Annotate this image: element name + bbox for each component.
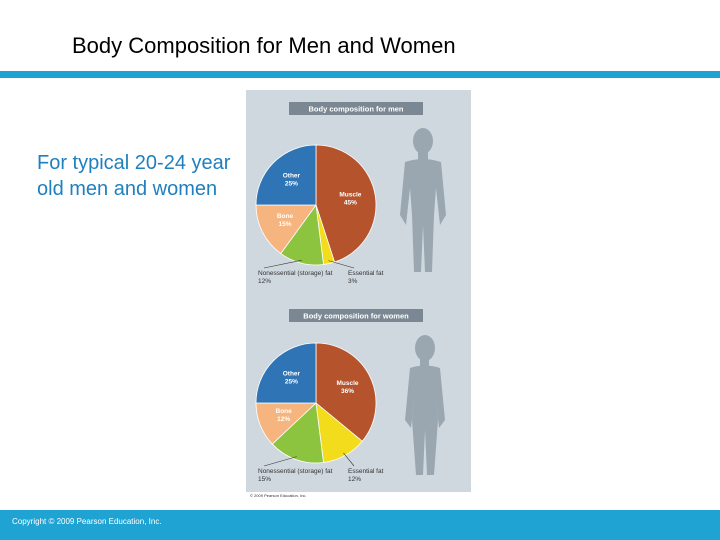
figure-credit: © 2009 Pearson Education, Inc. — [250, 493, 307, 498]
chart-title: Body composition for men — [308, 105, 403, 114]
chart-title-bar — [289, 102, 423, 115]
bullet-text: For typical 20-24 year old men and women — [37, 152, 231, 200]
slice-value-label: 15% — [278, 221, 291, 228]
footer-bar — [0, 510, 720, 540]
leader-line — [263, 456, 297, 467]
woman-silhouette — [405, 335, 445, 475]
slice-label: Bone — [276, 408, 293, 415]
slice-label: Essential fat — [348, 270, 384, 277]
slice-label: Muscle — [336, 380, 358, 387]
figure: © 2009 Pearson Education, Inc. Body comp… — [246, 90, 471, 498]
slice-value-label: 45% — [344, 200, 357, 207]
pie-slice — [255, 342, 317, 404]
pie-slice — [255, 204, 317, 255]
leader-line — [328, 260, 355, 269]
slice-value-label: 12% — [348, 476, 361, 483]
slice-value-label: 3% — [348, 278, 358, 285]
man-silhouette — [400, 128, 446, 272]
slide-title: Body Composition for Men and Women — [72, 33, 456, 58]
title-rule — [0, 71, 720, 78]
slice-value-label: 12% — [277, 416, 290, 423]
slice-value-label: 36% — [341, 388, 354, 395]
pie-slice — [315, 342, 377, 442]
leader-line — [343, 452, 355, 467]
slice-label: Nonessential (storage) fat — [258, 468, 333, 475]
pie-slice — [315, 144, 377, 263]
slice-label: Essential fat — [348, 468, 384, 475]
slice-label: Other — [283, 172, 301, 179]
slice-value-label: 25% — [285, 180, 298, 187]
chart-title: Body composition for women — [303, 312, 409, 321]
copyright: Copyright © 2009 Pearson Education, Inc. — [12, 517, 162, 526]
slice-label: Bone — [277, 213, 294, 220]
slice-label: Nonessential (storage) fat — [258, 270, 333, 277]
slice-value-label: 12% — [258, 278, 271, 285]
slice-label: Other — [283, 370, 301, 377]
slice-label: Muscle — [339, 192, 361, 199]
leader-line — [263, 259, 302, 269]
pie-slice — [271, 402, 324, 464]
slice-value-label: 25% — [285, 378, 298, 385]
slice-value-label: 15% — [258, 476, 271, 483]
pie-slice — [255, 144, 317, 206]
chart-title-bar — [289, 309, 423, 322]
